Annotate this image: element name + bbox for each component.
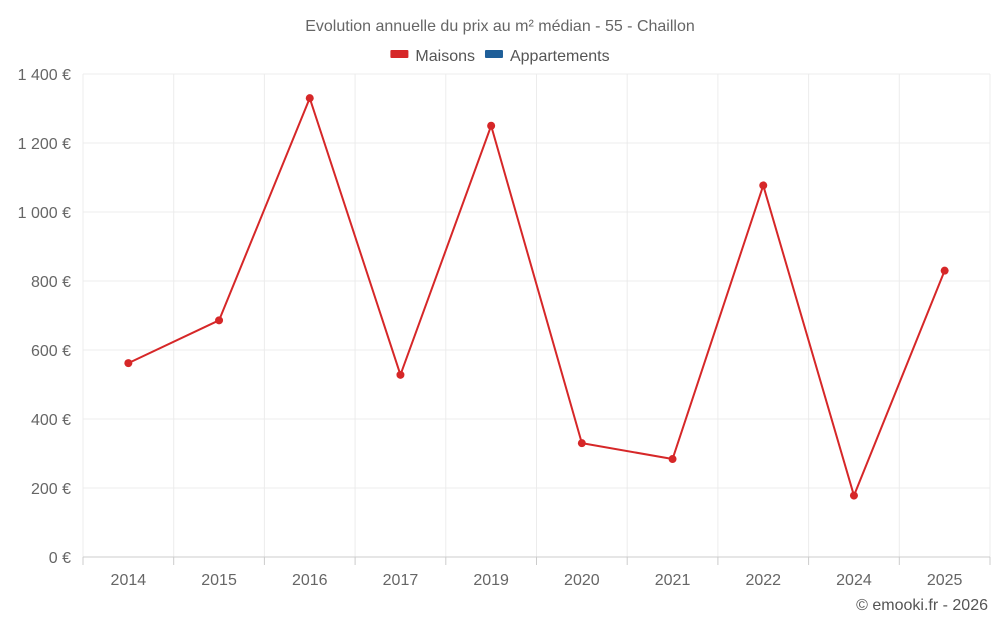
chart-title: Evolution annuelle du prix au m² médian … (305, 18, 695, 35)
data-point (487, 121, 496, 130)
data-point (124, 359, 133, 368)
legend-item-appartements: Appartements (484, 48, 610, 65)
series-line-maisons (127, 97, 946, 497)
y-tick-label: 1 000 € (18, 205, 71, 222)
y-tick-label: 800 € (31, 274, 71, 291)
data-point (305, 94, 314, 103)
x-tick-label: 2024 (836, 572, 872, 589)
grid (82, 73, 991, 557)
data-point (215, 316, 224, 325)
legend: Maisons Appartements (390, 48, 610, 65)
legend-swatch (484, 50, 503, 58)
legend-label: Maisons (415, 48, 475, 65)
x-axis: 2014 2015 2016 2017 2019 2020 2021 2022 2024 2025 (82, 556, 991, 589)
x-tick-label: 2015 (201, 572, 237, 589)
x-tick-label: 2014 (111, 572, 147, 589)
y-tick-label: 0 € (49, 550, 71, 567)
y-axis: 0 € 200 € 400 € 600 € 800 € 1 000 € 1 200 € 1 4… (18, 67, 71, 567)
copyright-credit: © emooki.fr - 2026 (856, 597, 988, 614)
legend-item-maisons: Maisons (390, 48, 475, 65)
x-tick-label: 2020 (564, 572, 600, 589)
data-point (396, 370, 405, 379)
x-tick-label: 2019 (473, 572, 509, 589)
y-tick-label: 1 400 € (18, 67, 71, 84)
data-point (577, 439, 586, 448)
series (124, 94, 949, 500)
x-tick-label: 2017 (383, 572, 419, 589)
y-tick-label: 200 € (31, 481, 71, 498)
data-point (849, 491, 858, 500)
legend-swatch (390, 50, 409, 58)
data-point (940, 266, 949, 275)
data-point (668, 455, 677, 464)
legend-label: Appartements (510, 48, 610, 65)
x-tick-label: 2025 (927, 572, 963, 589)
y-tick-label: 600 € (31, 343, 71, 360)
x-tick-label: 2021 (655, 572, 691, 589)
y-tick-label: 400 € (31, 412, 71, 429)
x-tick-label: 2016 (292, 572, 328, 589)
y-tick-label: 1 200 € (18, 136, 71, 153)
x-tick-label: 2022 (745, 572, 781, 589)
data-point (759, 181, 768, 190)
